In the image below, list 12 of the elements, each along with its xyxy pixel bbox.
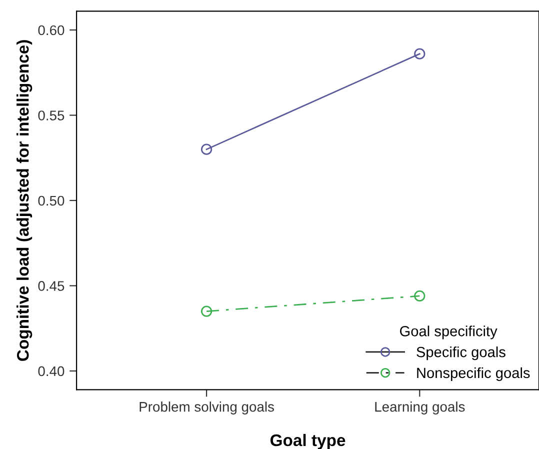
y-axis-title: Cognitive load (adjusted for intelligence) (16, 40, 32, 361)
y-tick-label: 0.50 (38, 196, 64, 206)
y-tick-label: 0.45 (38, 281, 64, 291)
y-tick-label: 0.60 (38, 25, 64, 36)
y-tick-label: 0.40 (38, 366, 64, 376)
legend-title: Goal specificity (400, 326, 498, 340)
x-tick-label: Learning goals (375, 402, 465, 414)
legend-label: Nonspecific goals (417, 367, 530, 381)
legend-label: Specific goals (416, 346, 506, 360)
x-tick-label: Problem solving goals (140, 402, 274, 414)
x-axis-title: Goal type (270, 434, 346, 449)
y-tick-label: 0.55 (38, 110, 64, 120)
